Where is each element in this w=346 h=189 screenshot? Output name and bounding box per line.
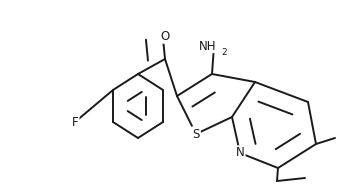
Text: N: N xyxy=(236,146,244,160)
Text: NH: NH xyxy=(199,40,216,53)
Text: F: F xyxy=(72,115,78,129)
Text: O: O xyxy=(161,29,170,43)
Text: 2: 2 xyxy=(221,48,227,57)
Text: S: S xyxy=(192,128,200,140)
